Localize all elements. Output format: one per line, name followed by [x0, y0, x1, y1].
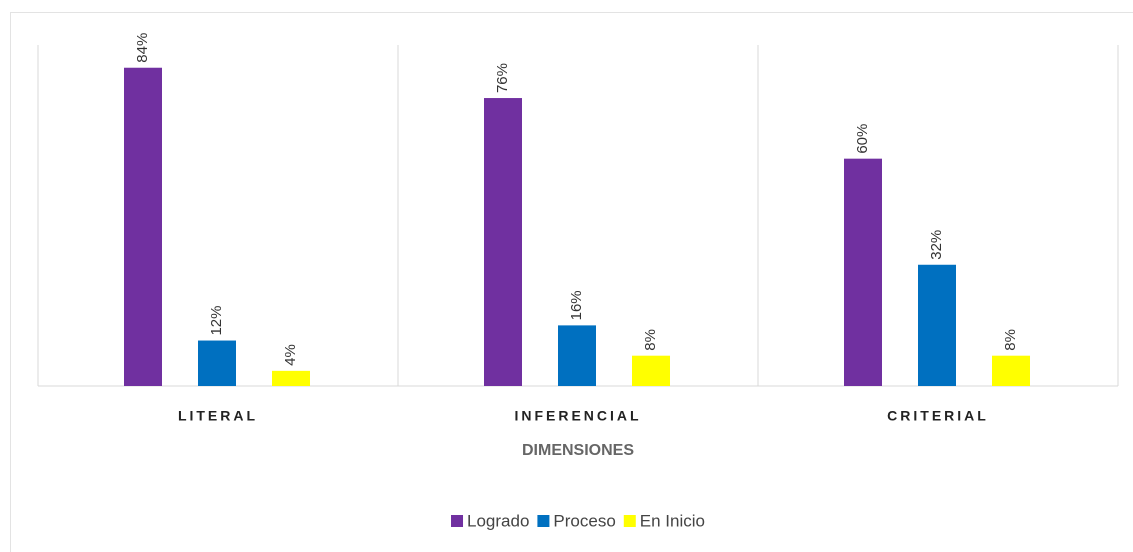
legend-swatch [623, 515, 636, 527]
bar [484, 98, 522, 387]
x-tick-label: LITERAL [178, 408, 258, 424]
bar [844, 158, 882, 386]
data-label: 76% [494, 63, 511, 93]
data-label: 4% [282, 344, 299, 366]
bar [272, 370, 310, 386]
chart-frame [10, 12, 1133, 552]
data-label: 8% [642, 329, 659, 351]
data-label: 32% [928, 230, 945, 260]
legend-swatch [537, 515, 550, 527]
data-label: 84% [134, 33, 151, 63]
data-label: 60% [854, 124, 871, 154]
bar [918, 264, 956, 386]
legend-label: Proceso [553, 511, 615, 530]
bar [992, 355, 1030, 386]
bar [198, 340, 236, 386]
x-tick-label: CRITERIAL [887, 408, 989, 424]
legend-label: En Inicio [640, 511, 705, 530]
legend-label: Logrado [467, 511, 529, 530]
bar [124, 67, 162, 386]
data-label: 8% [1002, 329, 1019, 351]
x-axis-title: DIMENSIONES [522, 442, 634, 459]
legend-swatch [451, 515, 464, 527]
data-label: 12% [208, 306, 225, 336]
data-label: 16% [568, 290, 585, 320]
bar [558, 325, 596, 386]
x-tick-label: INFERENCIAL [514, 408, 641, 424]
bar [632, 355, 670, 386]
